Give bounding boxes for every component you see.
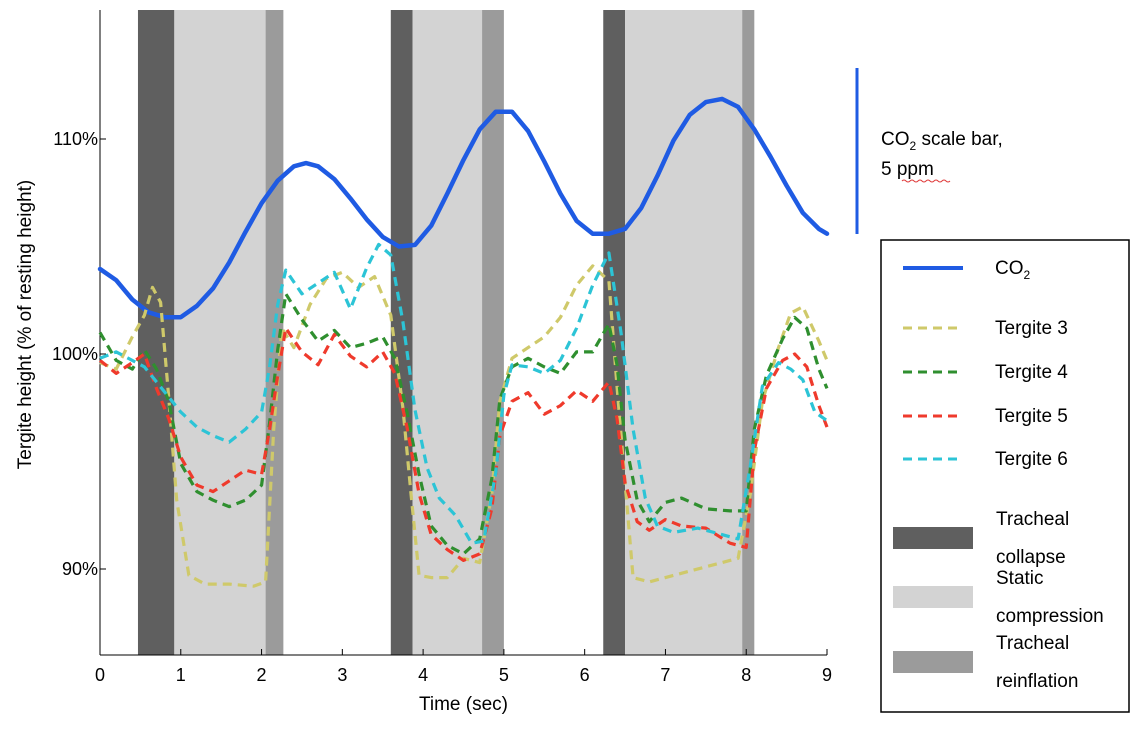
legend-label: CO2 (995, 258, 1031, 282)
legend-label: reinflation (996, 671, 1078, 692)
series-line-tergite-5 (98, 326, 829, 562)
x-tick-label: 2 (257, 665, 267, 685)
series-line-co2 (97, 96, 830, 320)
phase-band-compression (174, 10, 266, 655)
legend-label: Tergite 4 (995, 362, 1068, 383)
legend-label: Tergite 6 (995, 449, 1068, 470)
series-lines (97, 96, 830, 588)
legend-label: collapse (996, 547, 1066, 568)
legend-label: Static (996, 568, 1044, 589)
legend-swatch (893, 586, 973, 608)
phase-band-reinflation (482, 10, 504, 655)
legend-label: Tracheal (996, 633, 1069, 654)
spellcheck-underline (901, 179, 951, 183)
y-tick-label: 90% (62, 559, 98, 579)
axes: 0 1 2 3 4 5 6 7 8 9 90% 100% 110% Time (sec) Tergite h… (15, 10, 832, 715)
legend-label: Tergite 3 (995, 318, 1068, 339)
series-line-tergite-3 (99, 264, 829, 588)
phase-band-collapse (390, 10, 413, 655)
x-tick-label: 6 (580, 665, 590, 685)
phase-band-collapse (137, 10, 175, 655)
legend-label: Tergite 5 (995, 406, 1068, 427)
y-axis-title: Tergite height (% of resting height) (15, 180, 36, 469)
x-tick-label: 5 (499, 665, 509, 685)
co2-scale-bar-value: 5 ppm (881, 159, 934, 180)
phase-bands (137, 10, 755, 655)
x-tick-label: 0 (95, 665, 105, 685)
legend-label: compression (996, 606, 1104, 627)
phase-band-compression (412, 10, 483, 655)
legend: CO2 Tergite 3 Tergite 4 Tergite 5 Tergite 6 T… (880, 239, 1130, 713)
legend-swatch (893, 527, 973, 549)
series-line-tergite-4 (98, 292, 829, 556)
x-tick-label: 3 (337, 665, 347, 685)
legend-swatch (893, 651, 973, 673)
y-tick-label: 110% (53, 129, 98, 149)
y-tick-label: 100% (52, 344, 98, 364)
x-tick-label: 7 (660, 665, 670, 685)
co2-scale-bar: CO2 scale bar, 5 ppm (855, 68, 1003, 234)
co2-scale-bar-label: CO2 scale bar, (881, 129, 1003, 153)
legend-label: Tracheal (996, 509, 1069, 530)
phase-band-reinflation (742, 10, 755, 655)
phase-band-compression (625, 10, 743, 655)
x-axis-title: Time (sec) (419, 694, 508, 715)
x-tick-label: 4 (418, 665, 428, 685)
x-tick-label: 9 (822, 665, 832, 685)
legend-box (880, 239, 1130, 713)
x-tick-label: 1 (176, 665, 186, 685)
x-tick-label: 8 (741, 665, 751, 685)
